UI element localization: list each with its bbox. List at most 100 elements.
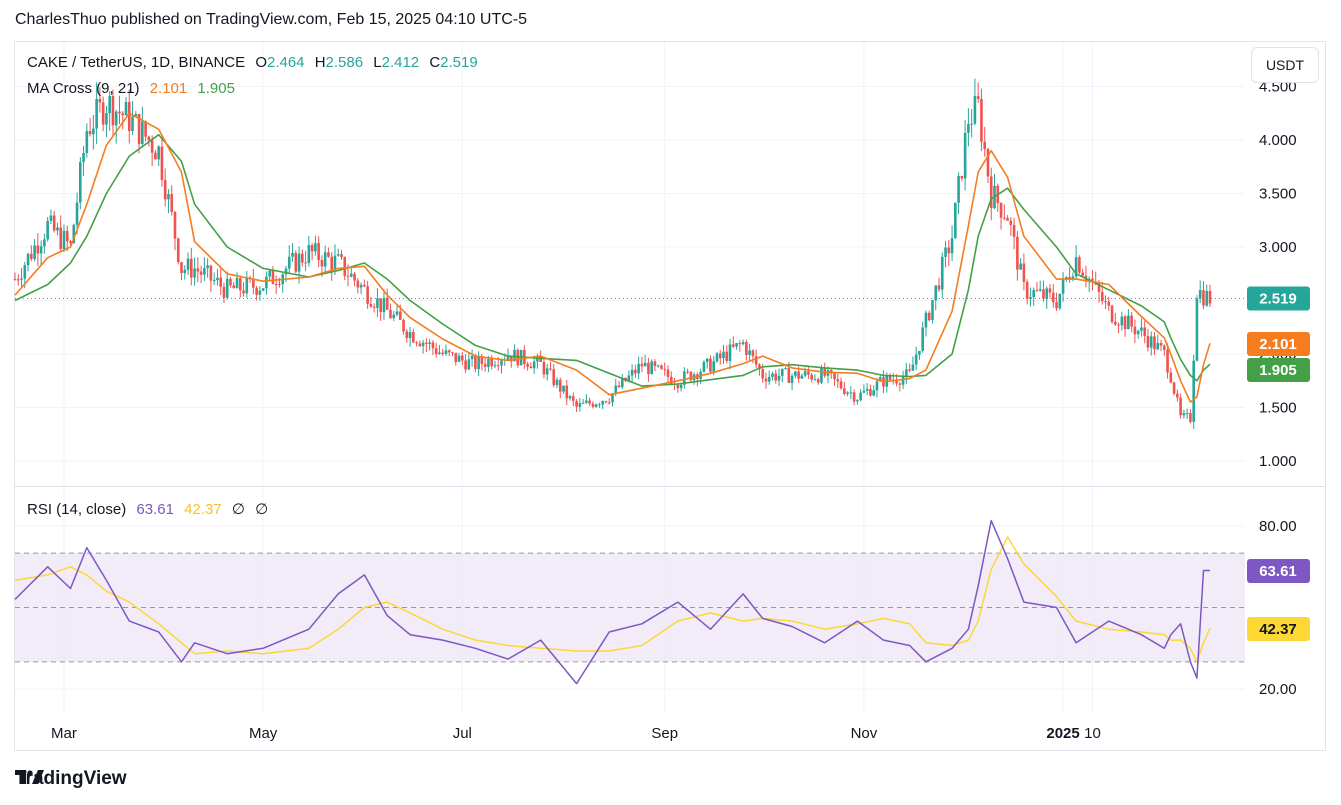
candle-body	[480, 356, 484, 364]
candle-body	[1019, 263, 1022, 270]
candle-body	[441, 352, 445, 355]
candle-body	[787, 368, 791, 383]
candle-body	[591, 403, 595, 407]
candle-body	[415, 342, 418, 344]
candle-body	[278, 284, 281, 286]
candle-body	[85, 131, 89, 153]
candle-body	[803, 371, 807, 376]
candle-body	[1025, 281, 1029, 299]
candle-body	[820, 368, 823, 383]
candle-body	[320, 260, 324, 267]
candle-body	[46, 220, 49, 240]
candle-body	[722, 351, 725, 359]
rsi-pill-label: 63.61	[1259, 563, 1297, 580]
candle-body	[405, 331, 409, 338]
candle-body	[359, 284, 363, 288]
candle-body	[52, 215, 56, 231]
candle-body	[20, 278, 23, 280]
candle-body	[846, 392, 849, 394]
candle-body	[317, 243, 320, 261]
candle-body	[728, 344, 732, 361]
candle-body	[363, 284, 366, 287]
candle-body	[1100, 291, 1104, 302]
candle-body	[970, 123, 973, 125]
candle-body	[147, 136, 151, 141]
candle-body	[62, 230, 66, 249]
candle-body	[438, 352, 441, 354]
candle-body	[539, 356, 542, 363]
candle-body	[43, 239, 46, 247]
candle-body	[346, 275, 350, 277]
candle-body	[529, 366, 533, 369]
high-value: 2.586	[325, 54, 364, 71]
ma-legend[interactable]: MA Cross (9, 21) 2.101 1.905	[27, 80, 241, 97]
candle-body	[1182, 413, 1186, 416]
candle-body	[222, 286, 226, 298]
candle-body	[732, 344, 735, 347]
candle-body	[767, 376, 771, 382]
rsi-tick-label: 20.00	[1259, 681, 1297, 698]
candle-body	[1198, 290, 1202, 299]
candle-body	[640, 363, 644, 367]
candle-body	[581, 402, 585, 404]
tradingview-logo[interactable]: TradingView	[15, 768, 127, 790]
candle-body	[238, 278, 242, 291]
candle-body	[513, 349, 516, 362]
candle-body	[95, 98, 98, 129]
rsi-legend[interactable]: RSI (14, close) 63.61 42.37 ∅ ∅	[27, 500, 274, 518]
candle-body	[111, 96, 115, 126]
candle-body	[617, 385, 621, 388]
candle-body	[627, 375, 631, 382]
candle-body	[1192, 360, 1195, 422]
candle-body	[49, 215, 53, 221]
candle-body	[856, 400, 859, 402]
candle-body	[425, 342, 428, 345]
candle-body	[395, 311, 399, 315]
candle-body	[150, 140, 154, 153]
candle-body	[444, 350, 448, 355]
symbol-title[interactable]: CAKE / TetherUS, 1D, BINANCE	[27, 54, 246, 71]
candle-body	[366, 286, 369, 304]
candle-body	[212, 279, 216, 281]
candle-body	[418, 343, 422, 347]
candle-body	[774, 373, 778, 381]
candle-body	[206, 265, 209, 269]
candle-body	[712, 361, 716, 372]
candle-body	[131, 116, 134, 132]
candle-body	[908, 369, 911, 371]
candle-body	[69, 241, 72, 244]
candle-body	[265, 276, 268, 289]
candle-body	[888, 375, 892, 381]
candle-body	[105, 113, 108, 125]
candle-body	[1140, 327, 1143, 331]
candle-body	[82, 152, 85, 163]
candle-body	[79, 162, 82, 203]
candle-body	[261, 288, 265, 291]
candle-body	[98, 98, 102, 103]
candle-body	[761, 368, 764, 379]
price-pane	[13, 78, 1245, 429]
candle-body	[751, 350, 755, 357]
candle-body	[780, 368, 784, 376]
candle-body	[526, 363, 529, 367]
currency-button[interactable]: USDT	[1251, 47, 1319, 83]
high-label: H	[314, 54, 326, 71]
candle-body	[562, 385, 565, 392]
candle-body	[572, 396, 575, 401]
candle-body	[183, 269, 187, 274]
candle-body	[758, 364, 761, 369]
candle-body	[683, 371, 686, 385]
candle-body	[725, 351, 729, 361]
candle-body	[1166, 349, 1169, 373]
candle-body	[669, 376, 673, 384]
candle-body	[301, 253, 304, 263]
candle-body	[718, 353, 722, 359]
candle-body	[957, 175, 960, 203]
candle-body	[813, 379, 817, 381]
candle-body	[604, 401, 608, 403]
candle-body	[118, 111, 121, 114]
candle-body	[950, 238, 954, 254]
candle-body	[56, 227, 59, 231]
candle-body	[963, 132, 967, 179]
